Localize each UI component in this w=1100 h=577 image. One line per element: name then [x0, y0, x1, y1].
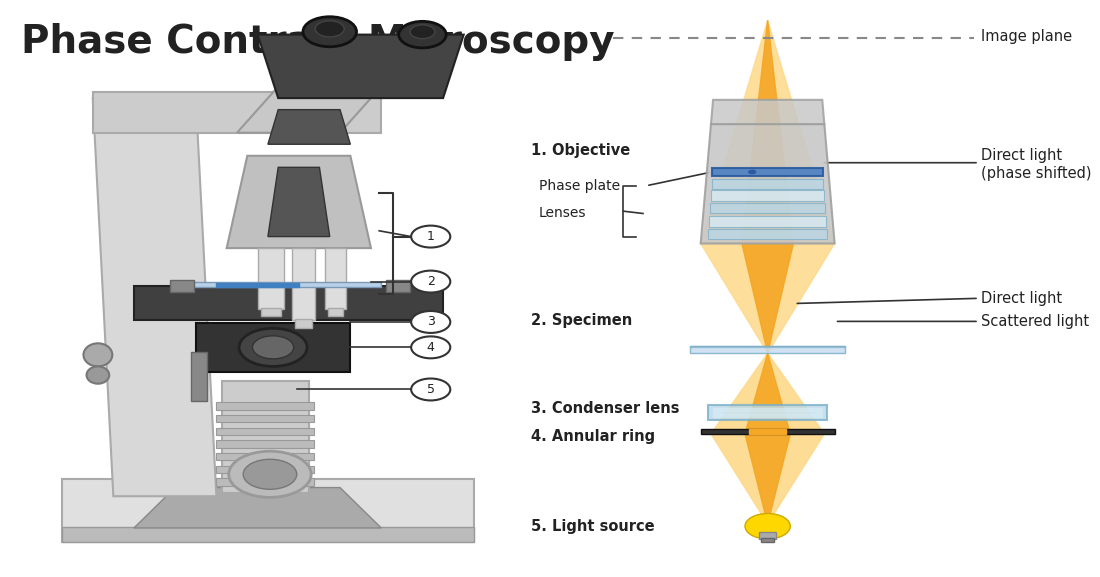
FancyBboxPatch shape: [217, 415, 315, 422]
FancyBboxPatch shape: [713, 411, 823, 414]
Polygon shape: [227, 156, 371, 248]
Text: Direct light: Direct light: [981, 291, 1063, 306]
FancyBboxPatch shape: [292, 248, 316, 320]
Text: 1: 1: [427, 230, 434, 243]
Circle shape: [748, 170, 757, 174]
Text: 2: 2: [427, 275, 434, 288]
FancyBboxPatch shape: [749, 429, 786, 434]
FancyBboxPatch shape: [386, 280, 410, 292]
FancyBboxPatch shape: [217, 428, 315, 435]
Circle shape: [316, 21, 344, 37]
Circle shape: [253, 336, 294, 359]
FancyBboxPatch shape: [217, 466, 315, 473]
Circle shape: [745, 514, 790, 539]
Circle shape: [399, 21, 447, 48]
Text: Direct light
(phase shifted): Direct light (phase shifted): [981, 148, 1091, 181]
FancyBboxPatch shape: [328, 308, 343, 316]
Text: 3: 3: [427, 316, 434, 328]
FancyBboxPatch shape: [761, 538, 773, 542]
FancyBboxPatch shape: [324, 248, 346, 309]
FancyBboxPatch shape: [710, 203, 825, 213]
Ellipse shape: [84, 343, 112, 366]
Text: 5: 5: [427, 383, 434, 396]
FancyBboxPatch shape: [217, 440, 315, 448]
Circle shape: [411, 336, 450, 358]
FancyBboxPatch shape: [701, 429, 835, 434]
FancyBboxPatch shape: [221, 381, 309, 493]
Circle shape: [229, 451, 311, 497]
Polygon shape: [268, 167, 330, 237]
FancyBboxPatch shape: [217, 453, 315, 460]
Text: 5. Light source: 5. Light source: [530, 519, 654, 534]
FancyBboxPatch shape: [712, 179, 823, 189]
FancyBboxPatch shape: [712, 168, 823, 176]
Polygon shape: [711, 353, 824, 524]
Circle shape: [243, 459, 297, 489]
Polygon shape: [217, 283, 299, 287]
Text: Phase plate: Phase plate: [539, 179, 620, 193]
FancyBboxPatch shape: [295, 319, 312, 328]
FancyBboxPatch shape: [711, 190, 824, 201]
Text: 2. Specimen: 2. Specimen: [530, 313, 631, 328]
Text: Phase Contrast Microscopy: Phase Contrast Microscopy: [21, 23, 614, 61]
Polygon shape: [268, 110, 350, 144]
Polygon shape: [196, 323, 350, 372]
Circle shape: [411, 379, 450, 400]
Text: Lenses: Lenses: [539, 207, 586, 220]
Text: 3. Condenser lens: 3. Condenser lens: [530, 401, 679, 416]
FancyBboxPatch shape: [62, 527, 474, 542]
FancyBboxPatch shape: [713, 408, 823, 410]
Polygon shape: [236, 63, 402, 133]
Polygon shape: [92, 98, 217, 496]
FancyBboxPatch shape: [257, 248, 285, 309]
FancyBboxPatch shape: [170, 280, 194, 292]
FancyBboxPatch shape: [759, 532, 775, 539]
Circle shape: [411, 226, 450, 248]
FancyBboxPatch shape: [691, 346, 845, 347]
Circle shape: [239, 328, 307, 366]
Polygon shape: [745, 353, 790, 524]
Polygon shape: [62, 479, 474, 542]
Text: 4: 4: [427, 341, 434, 354]
Circle shape: [411, 311, 450, 333]
Polygon shape: [711, 100, 824, 124]
Circle shape: [410, 25, 435, 39]
Polygon shape: [175, 282, 382, 287]
Polygon shape: [257, 35, 464, 98]
Polygon shape: [701, 20, 835, 353]
Polygon shape: [741, 20, 793, 353]
FancyBboxPatch shape: [691, 346, 845, 353]
FancyBboxPatch shape: [713, 415, 823, 417]
Polygon shape: [92, 92, 382, 133]
FancyBboxPatch shape: [217, 478, 315, 486]
Circle shape: [411, 271, 450, 293]
Circle shape: [302, 17, 356, 47]
FancyBboxPatch shape: [261, 308, 282, 316]
Polygon shape: [701, 124, 835, 243]
Text: 1. Objective: 1. Objective: [530, 143, 630, 158]
Polygon shape: [708, 405, 827, 420]
FancyBboxPatch shape: [217, 402, 315, 410]
Text: 4. Annular ring: 4. Annular ring: [530, 429, 654, 444]
Polygon shape: [134, 286, 443, 320]
Polygon shape: [134, 488, 382, 528]
Ellipse shape: [87, 366, 109, 384]
FancyBboxPatch shape: [708, 229, 827, 239]
FancyBboxPatch shape: [708, 216, 826, 227]
Text: Scattered light: Scattered light: [981, 314, 1089, 329]
Text: Image plane: Image plane: [981, 29, 1072, 44]
FancyBboxPatch shape: [190, 352, 207, 401]
